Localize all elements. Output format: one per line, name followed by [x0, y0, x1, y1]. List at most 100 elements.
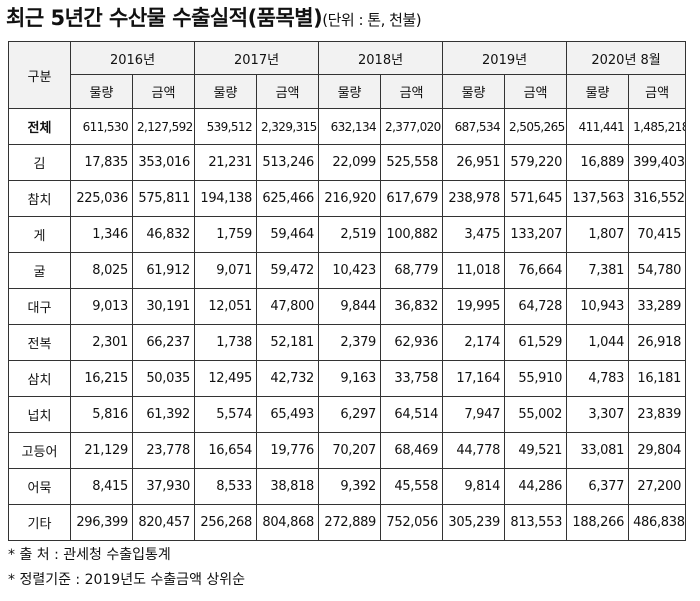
amount-cell: 19,776 — [256, 432, 320, 469]
volume-cell: 9,013 — [70, 288, 133, 325]
table-row: 고등어 21,129 23,778 16,654 19,776 70,207 68,469 4… — [8, 432, 687, 469]
volume-cell: 10,423 — [318, 252, 382, 289]
volume-cell: 44,778 — [442, 432, 506, 469]
row-label: 기타 — [8, 504, 71, 541]
amount-cell: 50,035 — [131, 360, 196, 397]
volume-cell: 1,807 — [566, 216, 630, 253]
amount-cell: 617,679 — [380, 180, 444, 217]
amount-cell: 62,936 — [380, 324, 444, 361]
volume-cell: 611,530 — [70, 108, 133, 145]
amount-cell: 46,832 — [131, 216, 196, 253]
volume-cell: 4,783 — [566, 360, 630, 397]
volume-header: 물량 — [70, 74, 133, 109]
amount-cell: 68,779 — [380, 252, 444, 289]
volume-cell: 12,051 — [194, 288, 258, 325]
amount-cell: 64,514 — [380, 396, 444, 433]
amount-cell: 55,910 — [504, 360, 568, 397]
volume-cell: 1,346 — [70, 216, 133, 253]
volume-cell: 1,738 — [194, 324, 258, 361]
page-title: 최근 5년간 수산물 수출실적(품목별) — [6, 6, 323, 30]
year-header: 2019년 — [442, 41, 568, 75]
volume-cell: 21,129 — [70, 432, 133, 469]
volume-cell: 238,978 — [442, 180, 506, 217]
volume-cell: 296,399 — [70, 504, 133, 541]
year-header: 2017년 — [194, 41, 320, 75]
volume-cell: 137,563 — [566, 180, 630, 217]
amount-cell: 27,200 — [628, 468, 687, 505]
volume-cell: 6,377 — [566, 468, 630, 505]
amount-cell: 36,832 — [380, 288, 444, 325]
volume-cell: 687,534 — [442, 108, 506, 145]
volume-cell: 1,759 — [194, 216, 258, 253]
amount-header: 금액 — [256, 74, 320, 109]
volume-cell: 17,835 — [70, 144, 133, 181]
row-label: 넙치 — [8, 396, 71, 433]
volume-cell: 9,163 — [318, 360, 382, 397]
volume-cell: 2,301 — [70, 324, 133, 361]
amount-cell: 61,392 — [131, 396, 196, 433]
title-row: 최근 5년간 수산물 수출실적(품목별)(단위 : 톤, 천불) — [6, 2, 422, 32]
amount-cell: 38,818 — [256, 468, 320, 505]
table-row: 게 1,346 46,832 1,759 59,464 2,519 100,882 3,475… — [8, 216, 687, 253]
amount-cell: 47,800 — [256, 288, 320, 325]
year-header: 2018년 — [318, 41, 444, 75]
volume-cell: 10,943 — [566, 288, 630, 325]
table-row: 넙치 5,816 61,392 5,574 65,493 6,297 64,514 7,947… — [8, 396, 687, 433]
amount-cell: 1,485,218 — [628, 108, 687, 145]
amount-cell: 571,645 — [504, 180, 568, 217]
amount-cell: 49,521 — [504, 432, 568, 469]
year-header: 2020년 8월 — [566, 41, 687, 75]
amount-cell: 65,493 — [256, 396, 320, 433]
amount-cell: 2,377,020 — [380, 108, 444, 145]
amount-cell: 399,403 — [628, 144, 687, 181]
amount-cell: 2,505,265 — [504, 108, 568, 145]
table-row: 굴 8,025 61,912 9,071 59,472 10,423 68,779 11,01… — [8, 252, 687, 289]
volume-header: 물량 — [442, 74, 506, 109]
volume-cell: 16,215 — [70, 360, 133, 397]
amount-cell: 16,181 — [628, 360, 687, 397]
amount-cell: 486,838 — [628, 504, 687, 541]
volume-cell: 272,889 — [318, 504, 382, 541]
table-row: 참치 225,036 575,811 194,138 625,466 216,920 617… — [8, 180, 687, 217]
row-label: 굴 — [8, 252, 71, 289]
amount-cell: 42,732 — [256, 360, 320, 397]
volume-cell: 225,036 — [70, 180, 133, 217]
volume-cell: 411,441 — [566, 108, 630, 145]
year-header: 2016년 — [69, 41, 196, 75]
amount-cell: 44,286 — [504, 468, 568, 505]
volume-cell: 256,268 — [194, 504, 258, 541]
amount-cell: 33,758 — [380, 360, 444, 397]
volume-cell: 22,099 — [318, 144, 382, 181]
row-label: 어묵 — [8, 468, 71, 505]
amount-cell: 813,553 — [504, 504, 568, 541]
table-row: 전복 2,301 66,237 1,738 52,181 2,379 62,936 2,174… — [8, 324, 687, 361]
amount-cell: 55,002 — [504, 396, 568, 433]
year-header-row: 구분 2016년 2017년 2018년 2019년 2020년 8월 — [8, 41, 687, 109]
amount-header: 금액 — [504, 74, 568, 109]
volume-cell: 8,533 — [194, 468, 258, 505]
unit-note: (단위 : 톤, 천불) — [322, 11, 422, 29]
volume-header: 물량 — [194, 74, 258, 109]
amount-cell: 100,882 — [380, 216, 444, 253]
volume-cell: 17,164 — [442, 360, 506, 397]
amount-cell: 316,552 — [628, 180, 687, 217]
volume-cell: 21,231 — [194, 144, 258, 181]
volume-cell: 33,081 — [566, 432, 630, 469]
amount-cell: 76,664 — [504, 252, 568, 289]
amount-cell: 2,329,315 — [256, 108, 320, 145]
volume-cell: 16,889 — [566, 144, 630, 181]
source-note: * 출 처 : 관세청 수출입통계 — [8, 547, 171, 563]
volume-cell: 8,415 — [70, 468, 133, 505]
volume-cell: 2,174 — [442, 324, 506, 361]
amount-header: 금액 — [380, 74, 444, 109]
amount-cell: 29,804 — [628, 432, 687, 469]
amount-cell: 52,181 — [256, 324, 320, 361]
amount-cell: 525,558 — [380, 144, 444, 181]
volume-cell: 5,574 — [194, 396, 258, 433]
amount-cell: 45,558 — [380, 468, 444, 505]
export-table: 구분 2016년 2017년 2018년 2019년 2020년 8월 물량 금… — [8, 41, 687, 541]
amount-cell: 66,237 — [131, 324, 196, 361]
amount-cell: 30,191 — [131, 288, 196, 325]
volume-header: 물량 — [318, 74, 382, 109]
volume-cell: 632,134 — [318, 108, 382, 145]
